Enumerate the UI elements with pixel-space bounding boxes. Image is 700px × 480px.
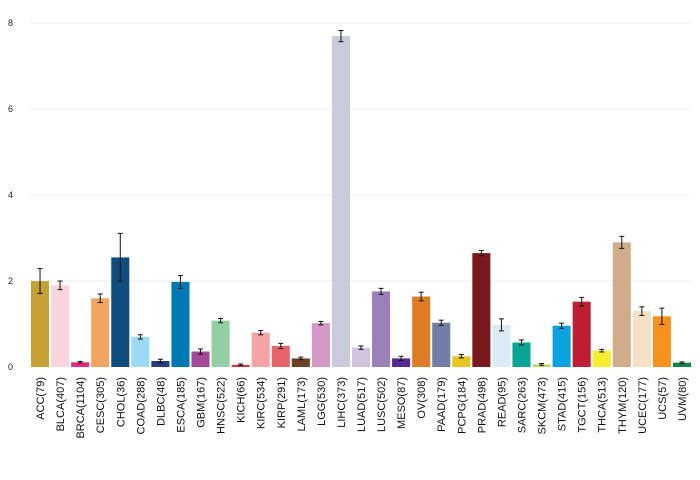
- bar: [412, 296, 431, 367]
- x-tick-label: ESCA(185): [175, 377, 187, 433]
- x-tick-label: UCEC(177): [637, 377, 649, 434]
- x-axis-labels: ACC(79) BLCA(407) BRCA(1104) CESC(305) CHOL(…: [35, 377, 689, 439]
- x-tick-label: SKCM(473): [537, 377, 549, 434]
- bar: [672, 362, 691, 367]
- x-tick-label: PRAD(498): [476, 377, 488, 433]
- x-tick-label: LUAD(517): [356, 377, 368, 432]
- bar: [111, 257, 130, 367]
- y-axis-ticks: 0 2 4 6 8: [8, 18, 13, 372]
- bars: [31, 36, 691, 367]
- x-tick-label: THCA(513): [597, 377, 609, 433]
- x-tick-label: COAD(288): [135, 377, 147, 434]
- x-tick-label: ACC(79): [35, 377, 47, 420]
- bar: [291, 358, 310, 367]
- bar: [51, 285, 70, 367]
- x-tick-label: LGG(530): [316, 377, 328, 426]
- x-tick-label: OV(308): [416, 377, 428, 419]
- x-tick-label: DLBC(48): [155, 377, 167, 426]
- x-tick-label: MESO(87): [396, 377, 408, 429]
- bar: [452, 356, 471, 367]
- y-tick-label: 2: [8, 276, 13, 286]
- bar: [492, 324, 511, 367]
- y-tick-label: 8: [8, 18, 13, 28]
- bar: [392, 358, 411, 367]
- bar: [351, 347, 371, 367]
- bar: [572, 301, 591, 367]
- x-tick-label: GBM(167): [196, 377, 208, 428]
- bar: [71, 362, 90, 367]
- bar: [151, 360, 170, 367]
- x-tick-label: PCPG(184): [456, 377, 468, 434]
- x-tick-label: LIHC(373): [336, 377, 348, 428]
- x-tick-label: PAAD(179): [436, 377, 448, 432]
- bar: [632, 311, 651, 367]
- bar: [251, 332, 270, 367]
- x-tick-label: KICH(66): [236, 377, 248, 423]
- y-tick-label: 4: [8, 190, 13, 200]
- bar: [171, 281, 190, 367]
- x-tick-label: CHOL(36): [115, 377, 127, 427]
- x-tick-label: THYM(120): [617, 377, 629, 434]
- bar: [131, 336, 150, 367]
- bar: [512, 342, 531, 367]
- x-tick-label: READ(95): [496, 377, 508, 427]
- x-tick-label: LUSC(502): [376, 377, 388, 432]
- x-tick-label: BLCA(407): [55, 377, 67, 431]
- error-bars: [37, 29, 685, 367]
- y-tick-label: 0: [8, 362, 13, 372]
- x-tick-label: STAD(415): [557, 377, 569, 431]
- x-tick-label: KIRP(291): [276, 377, 288, 428]
- x-tick-label: TGCT(156): [577, 377, 589, 433]
- bar: [472, 253, 491, 367]
- bar: [592, 350, 611, 367]
- bar: [552, 325, 571, 367]
- bar: [652, 316, 671, 367]
- bar: [191, 351, 210, 367]
- x-tick-label: SARC(263): [516, 377, 528, 433]
- bar: [31, 281, 50, 367]
- bar: [372, 291, 391, 367]
- bar: [271, 345, 290, 367]
- x-tick-label: HNSC(522): [216, 377, 228, 434]
- bar: [91, 298, 110, 367]
- bar: [211, 320, 230, 367]
- bar: [432, 322, 451, 367]
- x-tick-label: KIRC(534): [256, 377, 268, 429]
- x-tick-label: UCS(57): [657, 377, 669, 420]
- bar: [311, 323, 330, 367]
- bar: [331, 36, 350, 367]
- x-tick-label: LAML(173): [296, 377, 308, 431]
- y-tick-label: 6: [8, 104, 13, 114]
- bar: [612, 242, 631, 367]
- gridlines: [30, 22, 692, 282]
- x-tick-label: CESC(305): [95, 377, 107, 433]
- x-tick-label: BRCA(1104): [75, 377, 87, 439]
- x-tick-label: UVM(80): [677, 377, 689, 421]
